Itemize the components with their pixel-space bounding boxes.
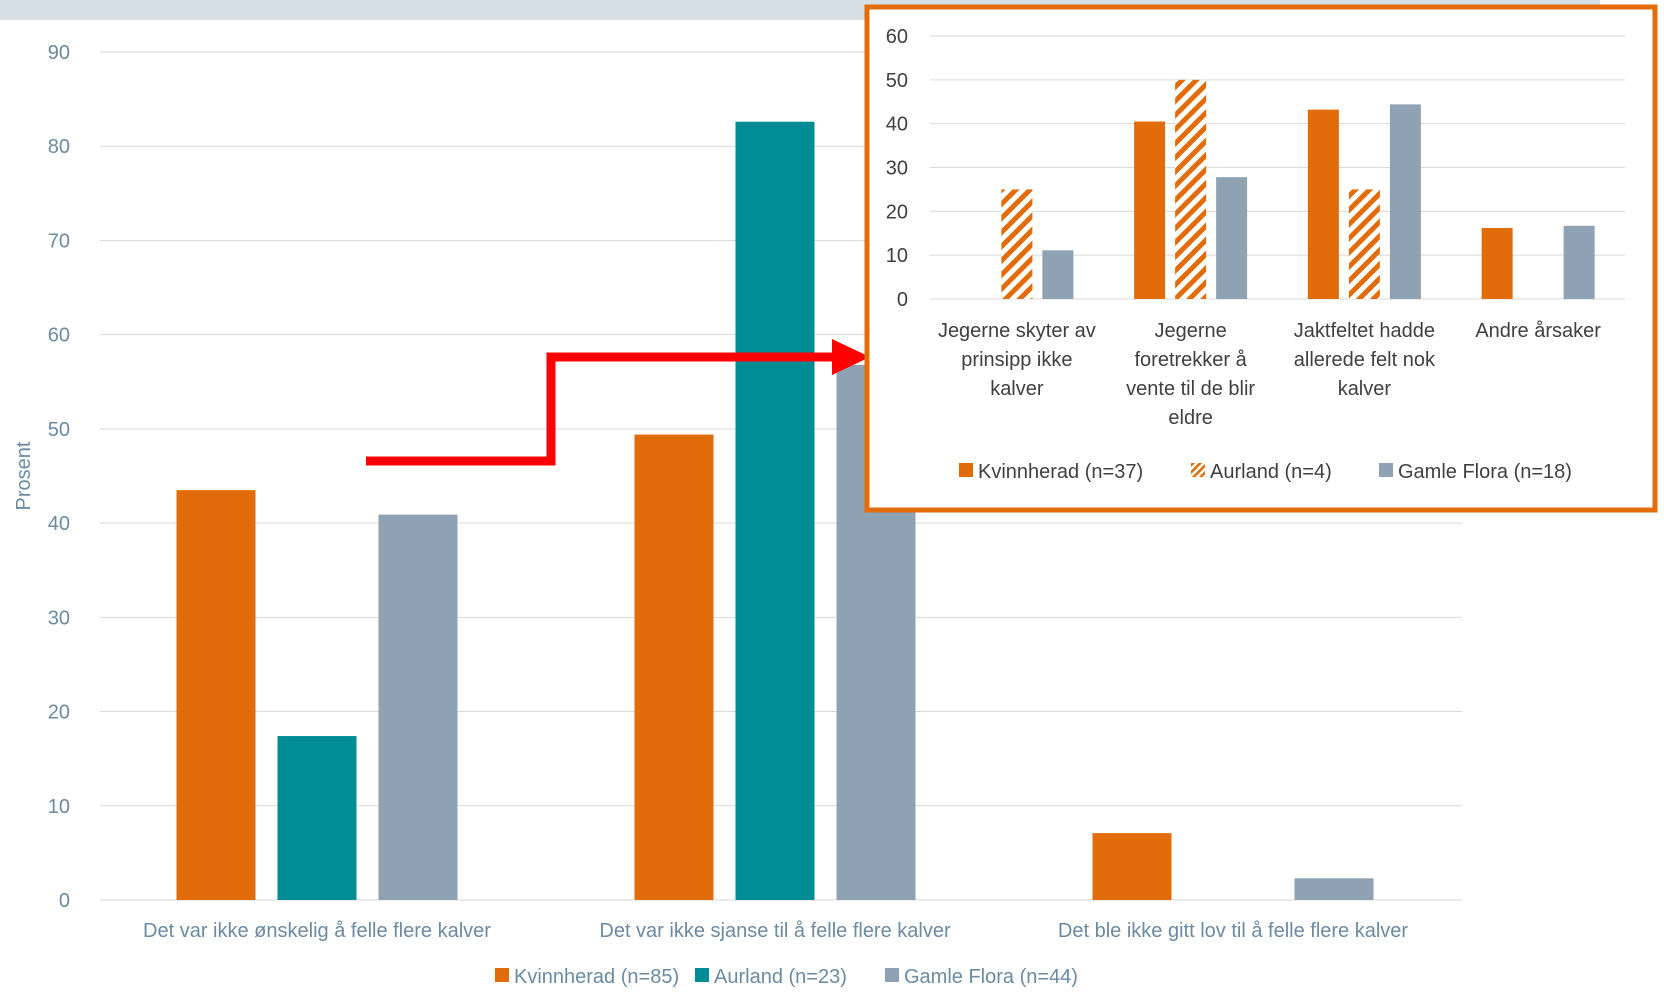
arrow-head [832, 339, 870, 375]
inset-x-tick-label: Andre årsaker [1475, 320, 1601, 342]
legend-label: Gamle Flora (n=44) [904, 966, 1078, 988]
inset-x-tick-label: Jegerne foretrekker å vente til de blir eld… [1126, 320, 1255, 429]
inset-x-tick-label: Jegerne skyter av prinsipp ikke kalver [938, 320, 1096, 400]
main-chart: 0 10 20 30 40 50 60 70 80 90 Prosent Det var ikke ø… [13, 42, 1462, 988]
inset-bar-kvinnherad-2 [1134, 121, 1166, 299]
inset-bar-kvinnherad-4 [1481, 227, 1513, 299]
bar-gamle-1 [378, 514, 458, 900]
inset-legend-item-kvinnherad: Kvinnherad (n=37) [959, 461, 1143, 483]
y-tick-label: 30 [48, 607, 70, 629]
y-tick-label: 60 [48, 325, 70, 347]
x-tick-label: Det ble ikke gitt lov til å felle flere … [1058, 920, 1408, 942]
inset-bar-gamle-2 [1216, 177, 1248, 299]
inset-legend-item-aurland: Aurland (n=4) [1191, 461, 1332, 483]
inset-bar-gamle-4 [1563, 225, 1595, 299]
inset-y-tick-label: 0 [897, 289, 908, 311]
y-tick-label: 50 [48, 419, 70, 441]
bar-kvinnherad-1 [176, 490, 256, 900]
inset-y-tick-label: 60 [886, 26, 908, 48]
legend-swatch [885, 968, 899, 982]
y-tick-label: 10 [48, 796, 70, 818]
inset-legend-label: Gamle Flora (n=18) [1398, 461, 1572, 483]
inset-y-tick-label: 20 [886, 201, 908, 223]
inset-bar-gamle-3 [1389, 104, 1421, 299]
bar-aurland-1 [277, 736, 357, 900]
bar-gamle-3 [1294, 878, 1374, 900]
y-axis-label: Prosent [13, 441, 35, 510]
inset-y-tick-label: 40 [886, 114, 908, 136]
y-tick-label: 80 [48, 136, 70, 158]
bar-aurland-2 [735, 121, 815, 901]
y-tick-label: 40 [48, 513, 70, 535]
inset-legend-swatch [1191, 463, 1205, 477]
y-tick-label: 0 [59, 890, 70, 912]
y-tick-label: 90 [48, 42, 70, 64]
x-tick-label: Det var ikke ønskelig å felle flere kalv… [143, 920, 491, 942]
inset-legend-label: Aurland (n=4) [1210, 461, 1332, 483]
inset-x-tick-label: Jaktfeltet hadde allerede felt nok kalver [1294, 320, 1436, 400]
inset-y-tick-label: 30 [886, 158, 908, 180]
inset-bar-aurland-hatched-1 [1001, 189, 1033, 299]
legend-label: Aurland (n=23) [714, 966, 847, 988]
y-tick-label: 20 [48, 702, 70, 724]
inset-legend-swatch [1379, 463, 1393, 477]
inset-chart: 0 10 20 30 40 50 60 Jegerne skyter av prinsipp i… [864, 4, 1658, 513]
legend-swatch [495, 968, 509, 982]
pointer-arrow [366, 339, 870, 466]
legend-item-gamle: Gamle Flora (n=44) [885, 966, 1078, 988]
inset-bar-aurland-hatched-2 [1175, 79, 1207, 299]
inset-legend-swatch [959, 463, 973, 477]
inset-bar-aurland-hatched-3 [1348, 189, 1380, 299]
inset-bar-kvinnherad-3 [1307, 109, 1339, 299]
legend-item-aurland: Aurland (n=23) [695, 966, 847, 988]
legend-swatch [695, 968, 709, 982]
bar-kvinnherad-3 [1092, 833, 1172, 900]
inset-legend-item-gamle: Gamle Flora (n=18) [1379, 461, 1572, 483]
inset-frame [864, 4, 1658, 513]
inset-legend-label: Kvinnherad (n=37) [978, 461, 1143, 483]
inset-y-tick-label: 10 [886, 245, 908, 267]
legend-label: Kvinnherad (n=85) [514, 966, 679, 988]
inset-y-tick-label: 50 [886, 70, 908, 92]
arrow-line [366, 352, 838, 466]
legend-item-kvinnherad: Kvinnherad (n=85) [495, 966, 679, 988]
bar-kvinnherad-2 [634, 434, 714, 900]
x-tick-label: Det var ikke sjanse til å felle flere ka… [599, 920, 951, 942]
inset-bar-gamle-1 [1042, 250, 1074, 299]
y-tick-label: 70 [48, 230, 70, 252]
